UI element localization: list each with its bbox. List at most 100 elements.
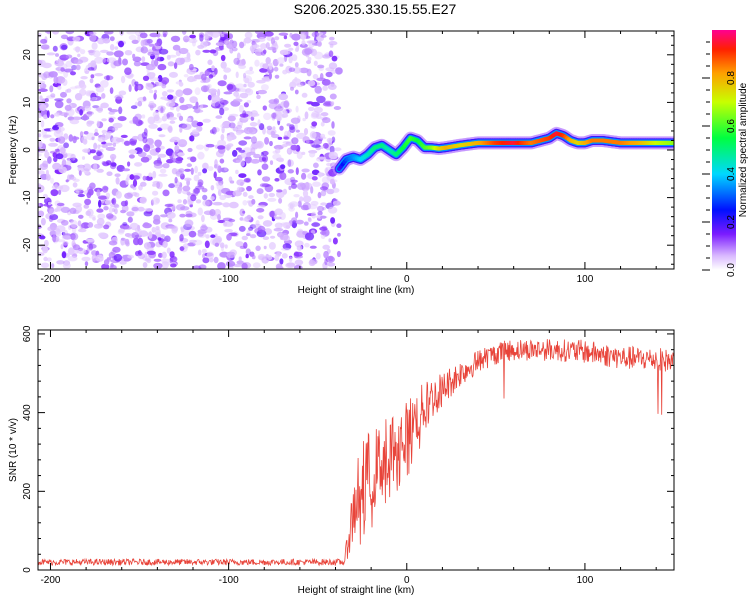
noise-speck [288,185,292,191]
noise-speck [217,80,227,87]
noise-speck [220,134,225,141]
noise-speck [77,248,87,255]
noise-speck [114,46,119,50]
noise-speck [38,72,43,78]
noise-speck [104,142,113,146]
noise-speck [53,156,58,163]
noise-speck [124,238,130,245]
noise-speck [104,199,112,205]
noise-speck [57,85,62,90]
noise-speck [157,74,163,83]
noise-speck [159,168,167,174]
noise-speck [142,75,150,82]
noise-speck [72,36,81,42]
noise-speck [202,253,206,259]
noise-speck [141,31,145,34]
noise-speck [95,86,105,93]
noise-speck [115,191,122,199]
noise-speck [179,234,184,242]
noise-speck [231,47,238,52]
noise-speck [209,209,216,217]
noise-speck [201,248,207,254]
spectrogram-xlabel: Height of straight line (km) [298,285,415,296]
noise-speck [240,151,247,158]
noise-speck [70,71,76,76]
noise-speck [268,242,276,250]
noise-speck [47,206,55,214]
noise-speck [278,93,289,101]
noise-speck [194,105,201,114]
noise-speck [255,245,261,252]
noise-speck [93,132,99,137]
noise-speck [283,35,288,40]
noise-speck [175,89,184,97]
noise-speck [306,68,312,77]
noise-speck [141,114,146,119]
noise-speck [77,228,87,233]
noise-speck [238,149,246,153]
noise-speck [315,252,321,260]
noise-speck [46,31,51,35]
noise-speck [291,78,302,86]
noise-speck [261,163,269,170]
noise-speck [112,127,119,131]
noise-speck [98,199,102,208]
noise-speck [131,205,140,213]
noise-speck [39,235,46,240]
noise-speck [96,151,103,157]
noise-speck [81,135,88,144]
noise-speck [153,117,163,124]
noise-speck [169,120,176,124]
noise-speck [272,153,282,160]
noise-speck [299,43,308,48]
noise-speck [128,84,132,92]
noise-speck [124,50,133,56]
noise-speck [317,41,322,47]
noise-speck [60,34,69,40]
noise-speck [134,192,140,198]
noise-speck [320,116,328,121]
noise-speck [106,51,114,56]
noise-speck [245,70,255,75]
noise-speck [307,217,312,221]
noise-speck [177,152,185,157]
noise-speck [202,162,209,170]
noise-speck [140,39,146,47]
noise-speck [103,206,109,211]
noise-speck [97,222,102,228]
noise-speck [202,200,210,207]
noise-speck [210,185,215,191]
noise-speck [158,173,168,177]
snr-ylabel: SNR (10 * v/v) [8,418,19,482]
noise-speck [279,125,284,131]
noise-speck [294,259,304,266]
noise-speck [137,85,141,90]
noise-speck [304,232,315,241]
noise-speck [260,51,266,56]
noise-speck [108,206,113,214]
noise-speck [128,154,135,159]
noise-speck [179,127,183,133]
noise-speck [107,131,112,135]
noise-speck [236,179,245,186]
noise-speck [320,121,325,127]
colorbar-ticks: 0.0 0.2 0.4 0.6 0.8 [702,41,737,277]
noise-speck [228,201,239,209]
noise-speck [139,196,147,204]
noise-speck [152,111,160,119]
noise-speck [38,210,45,217]
colorbar-tick-label: 0.8 [726,71,737,85]
noise-speck [320,112,329,117]
noise-speck [227,143,234,148]
noise-speck [62,241,69,246]
noise-speck [47,201,52,206]
noise-speck [155,147,161,153]
noise-speck [307,80,316,87]
noise-speck [279,63,284,67]
noise-speck [214,101,225,109]
noise-speck [238,256,242,262]
noise-speck [280,164,286,170]
snr-frame [37,329,675,571]
noise-speck [329,36,335,41]
noise-speck [258,37,266,42]
